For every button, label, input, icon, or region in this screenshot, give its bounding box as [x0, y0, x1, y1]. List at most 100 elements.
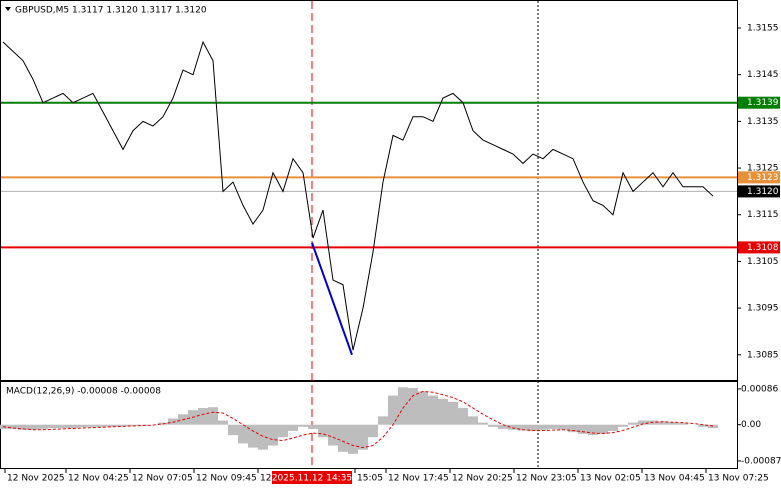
macd-bar	[268, 424, 278, 446]
macd-bar	[98, 424, 108, 427]
macd-bar	[508, 424, 518, 430]
x-tick-label: 12	[260, 474, 271, 484]
macd-bar	[388, 395, 398, 425]
macd-bar	[638, 420, 648, 425]
macd-bar	[518, 424, 528, 431]
level-badge	[738, 185, 780, 198]
x-tick-label: 12 Nov 2025	[7, 474, 65, 484]
y-tick-label: 1.3155	[747, 24, 779, 34]
x-tick-label: 13 Nov 02:05	[580, 474, 641, 484]
macd-bar	[68, 424, 78, 429]
macd-tick-label: -0.00087	[741, 456, 781, 466]
macd-bar	[238, 424, 248, 444]
macd-bar	[578, 424, 588, 434]
x-tick-label: 12 Nov 07:05	[132, 474, 193, 484]
price-line	[2, 40, 714, 351]
macd-bar	[28, 424, 38, 430]
macd-bar	[8, 424, 18, 429]
level-label: 1.3123	[747, 173, 779, 183]
macd-bar	[38, 424, 48, 429]
macd-bar	[308, 424, 318, 429]
x-tick-label: 13 Nov 07:25	[708, 474, 769, 484]
macd-bar	[108, 424, 118, 427]
macd-bar	[498, 424, 508, 429]
macd-bar	[398, 387, 408, 425]
macd-bar	[488, 424, 498, 427]
x-tick-label: 12 Nov 17:45	[388, 474, 449, 484]
x-tick-label: 12 Nov 20:25	[452, 474, 513, 484]
macd-bar	[678, 423, 688, 425]
y-tick-label: 1.3085	[747, 350, 779, 360]
macd-bar	[168, 418, 178, 425]
x-tick-label: 13 Nov 04:45	[644, 474, 705, 484]
macd-bar	[228, 424, 238, 436]
macd-bar	[438, 398, 448, 425]
macd-bar	[628, 422, 638, 425]
macd-bar	[258, 424, 268, 450]
macd-bar	[378, 416, 388, 425]
macd-bar	[128, 424, 138, 426]
macd-bar	[198, 408, 208, 425]
macd-bar	[218, 420, 228, 425]
macd-bar	[408, 388, 418, 425]
chart-title: GBPUSD,M5 1.3117 1.3120 1.3117 1.3120	[15, 6, 207, 16]
macd-bar	[458, 408, 468, 425]
macd-bar	[208, 407, 218, 425]
macd-bar	[328, 424, 338, 446]
signal-line	[2, 390, 714, 449]
y-tick-label: 1.3125	[747, 164, 779, 174]
x-tick-label: 12 Nov 04:25	[68, 474, 129, 484]
macd-bar	[588, 424, 598, 436]
x-tick-label: 15:05	[357, 474, 383, 484]
macd-bar	[658, 421, 668, 425]
x-tick-label: 12 Nov 23:05	[516, 474, 577, 484]
macd-bar	[548, 424, 558, 429]
price-pane	[0, 0, 738, 381]
macd-bar	[538, 424, 548, 430]
macd-bar	[618, 424, 628, 427]
macd-bar	[698, 424, 708, 427]
x-tick-label: 12 Nov 09:45	[196, 474, 257, 484]
cursor-badge	[272, 471, 352, 484]
macd-bar	[608, 424, 618, 431]
macd-tick-label: 0.00086	[741, 384, 778, 394]
macd-bar	[118, 424, 128, 427]
macd-bar	[78, 424, 88, 428]
macd-bar	[88, 424, 98, 427]
y-tick-label: 1.3115	[747, 210, 779, 220]
level-badge	[738, 241, 780, 254]
macd-bar	[248, 424, 258, 448]
macd-bar	[528, 424, 538, 431]
macd-tick-label: 0.00	[741, 420, 761, 430]
macd-bar	[288, 424, 298, 431]
level-badge	[738, 96, 780, 109]
y-tick-label: 1.3145	[747, 70, 779, 80]
macd-bar	[298, 424, 308, 427]
macd-bar	[478, 422, 488, 425]
macd-bar	[348, 424, 358, 454]
macd-bar	[708, 424, 718, 429]
macd-bar	[428, 395, 438, 425]
y-tick-label: 1.3105	[747, 257, 779, 267]
trendline	[311, 242, 353, 356]
macd-bar	[448, 401, 458, 425]
macd-bar	[558, 424, 568, 430]
macd-bar	[338, 424, 348, 452]
macd-title: MACD(12,26,9) -0.00008 -0.00008	[6, 387, 161, 397]
level-label: 1.3108	[747, 243, 779, 253]
macd-bar	[468, 416, 478, 425]
macd-bar	[278, 424, 288, 438]
macd-bar	[18, 424, 28, 430]
cursor-label: 2025.11.12 14:35	[272, 474, 352, 484]
y-tick-label: 1.3095	[747, 304, 779, 314]
macd-bar	[418, 391, 428, 425]
macd-bar	[568, 424, 578, 433]
macd-bar	[358, 424, 368, 450]
macd-bar	[48, 424, 58, 429]
macd-bar	[318, 424, 328, 438]
macd-bar	[598, 424, 608, 434]
menu-arrow	[5, 7, 11, 11]
macd-bar	[668, 422, 678, 425]
macd-bar	[58, 424, 68, 429]
